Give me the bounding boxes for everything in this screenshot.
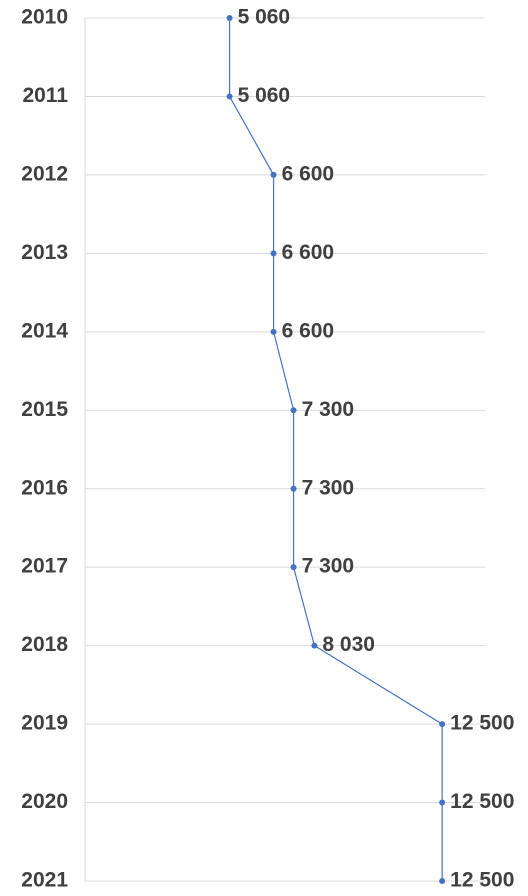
data-label: 6 600 xyxy=(282,162,335,185)
data-point xyxy=(270,171,277,178)
data-label: 6 600 xyxy=(282,241,335,264)
y-tick-label: 2011 xyxy=(22,84,68,107)
data-point xyxy=(439,799,446,806)
y-tick-label: 2010 xyxy=(21,6,68,29)
data-label: 7 300 xyxy=(302,555,355,578)
data-point xyxy=(226,15,233,21)
data-point xyxy=(290,485,297,492)
y-tick-label: 2015 xyxy=(21,398,68,421)
y-tick-label: 2017 xyxy=(21,555,68,578)
y-tick-label: 2013 xyxy=(21,241,68,264)
y-tick-label: 2019 xyxy=(21,712,68,735)
data-label: 12 500 xyxy=(450,869,514,892)
data-point xyxy=(439,878,446,884)
y-tick-label: 2012 xyxy=(21,162,68,185)
data-label: 7 300 xyxy=(302,398,355,421)
y-tick-label: 2016 xyxy=(21,476,68,499)
data-point xyxy=(290,564,297,571)
y-tick-label: 2021 xyxy=(21,869,68,892)
data-label: 8 030 xyxy=(322,633,375,656)
y-tick-label: 2014 xyxy=(21,319,68,342)
data-point xyxy=(270,250,277,257)
data-label: 5 060 xyxy=(238,6,291,29)
data-point xyxy=(290,407,297,414)
data-point xyxy=(226,93,233,100)
data-label: 5 060 xyxy=(238,84,291,107)
data-label: 6 600 xyxy=(282,319,335,342)
data-point xyxy=(311,642,318,649)
series-line xyxy=(228,18,443,881)
data-point xyxy=(270,328,277,335)
data-label: 12 500 xyxy=(450,790,514,813)
data-point xyxy=(439,721,446,728)
y-tick-label: 2020 xyxy=(21,790,68,813)
data-label: 7 300 xyxy=(302,476,355,499)
y-tick-label: 2018 xyxy=(21,633,68,656)
data-label: 12 500 xyxy=(450,712,514,735)
